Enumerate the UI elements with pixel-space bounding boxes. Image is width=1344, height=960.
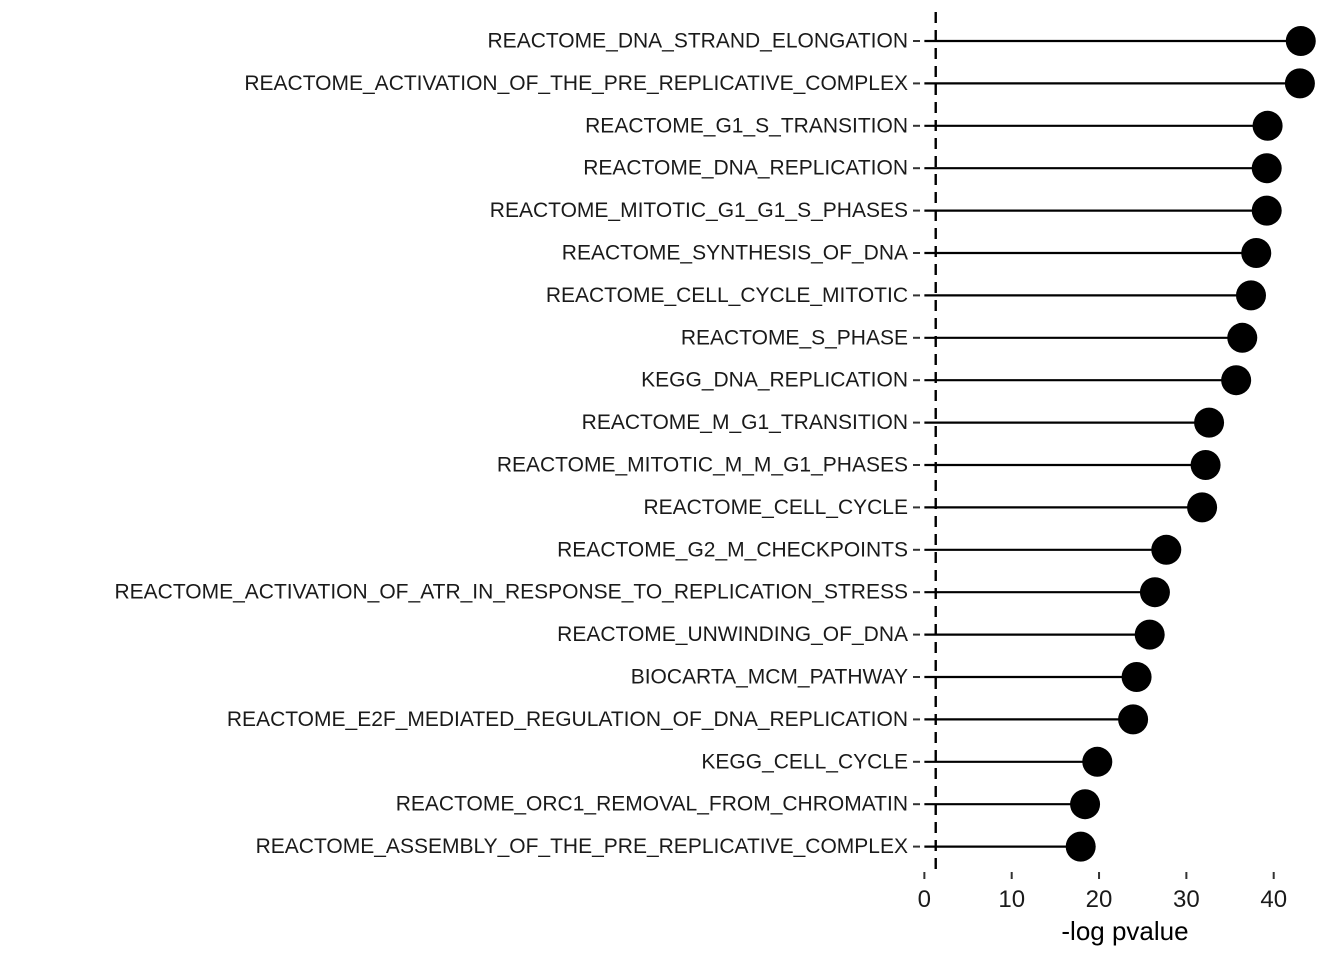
x-axis-title: -log pvalue [1061, 916, 1188, 946]
data-point [1194, 407, 1225, 438]
data-point [1065, 831, 1096, 862]
category-label: BIOCARTA_MCM_PATHWAY [631, 666, 908, 689]
category-label: REACTOME_S_PHASE [681, 326, 908, 349]
x-tick-label: 20 [1086, 886, 1113, 913]
category-label: REACTOME_CELL_CYCLE_MITOTIC [546, 284, 908, 307]
category-label: REACTOME_M_G1_TRANSITION [582, 411, 908, 434]
category-label: REACTOME_ACTIVATION_OF_THE_PRE_REPLICATI… [244, 72, 908, 95]
category-label: REACTOME_MITOTIC_M_M_G1_PHASES [497, 454, 908, 477]
data-point [1187, 492, 1218, 523]
data-point [1070, 789, 1101, 820]
stem-layer [924, 39, 1301, 848]
category-label: REACTOME_ACTIVATION_OF_ATR_IN_RESPONSE_T… [114, 581, 908, 604]
y-axis: REACTOME_DNA_STRAND_ELONGATION REACTOME_A… [114, 30, 920, 858]
category-label: KEGG_CELL_CYCLE [701, 750, 908, 773]
data-point [1118, 704, 1149, 735]
data-point [1252, 110, 1283, 141]
data-point [1121, 662, 1152, 692]
data-point [1251, 153, 1282, 184]
category-label: REACTOME_UNWINDING_OF_DNA [557, 623, 908, 646]
data-point [1284, 68, 1315, 99]
category-label: REACTOME_ORC1_REMOVAL_FROM_CHROMATIN [396, 793, 908, 816]
category-label: KEGG_DNA_REPLICATION [641, 369, 908, 392]
x-tick-label: 10 [998, 886, 1025, 913]
x-tick-label: 30 [1173, 886, 1200, 913]
category-label: REACTOME_SYNTHESIS_OF_DNA [562, 242, 908, 265]
point-layer [1065, 26, 1316, 862]
data-point [1227, 322, 1258, 353]
data-point [1139, 577, 1170, 608]
data-point [1190, 450, 1221, 480]
category-label: REACTOME_CELL_CYCLE [643, 496, 908, 519]
data-point [1241, 238, 1272, 268]
category-label: REACTOME_MITOTIC_G1_G1_S_PHASES [490, 199, 908, 222]
data-point [1134, 619, 1165, 650]
data-point [1221, 365, 1252, 396]
category-label: REACTOME_G1_S_TRANSITION [585, 114, 908, 137]
category-label: REACTOME_ASSEMBLY_OF_THE_PRE_REPLICATIVE… [256, 835, 908, 858]
x-tick-label: 0 [918, 886, 931, 913]
x-axis: 0 10 20 30 40 [918, 872, 1287, 913]
data-point [1251, 195, 1282, 226]
category-label: REACTOME_DNA_STRAND_ELONGATION [488, 30, 908, 53]
data-point [1235, 280, 1266, 311]
category-label: REACTOME_DNA_REPLICATION [583, 157, 908, 180]
data-point [1082, 746, 1113, 777]
data-point [1151, 534, 1182, 565]
category-label: REACTOME_E2F_MEDIATED_REGULATION_OF_DNA_… [227, 708, 908, 731]
x-tick-label: 40 [1260, 886, 1287, 913]
category-label: REACTOME_G2_M_CHECKPOINTS [557, 538, 908, 561]
data-point [1285, 26, 1316, 56]
